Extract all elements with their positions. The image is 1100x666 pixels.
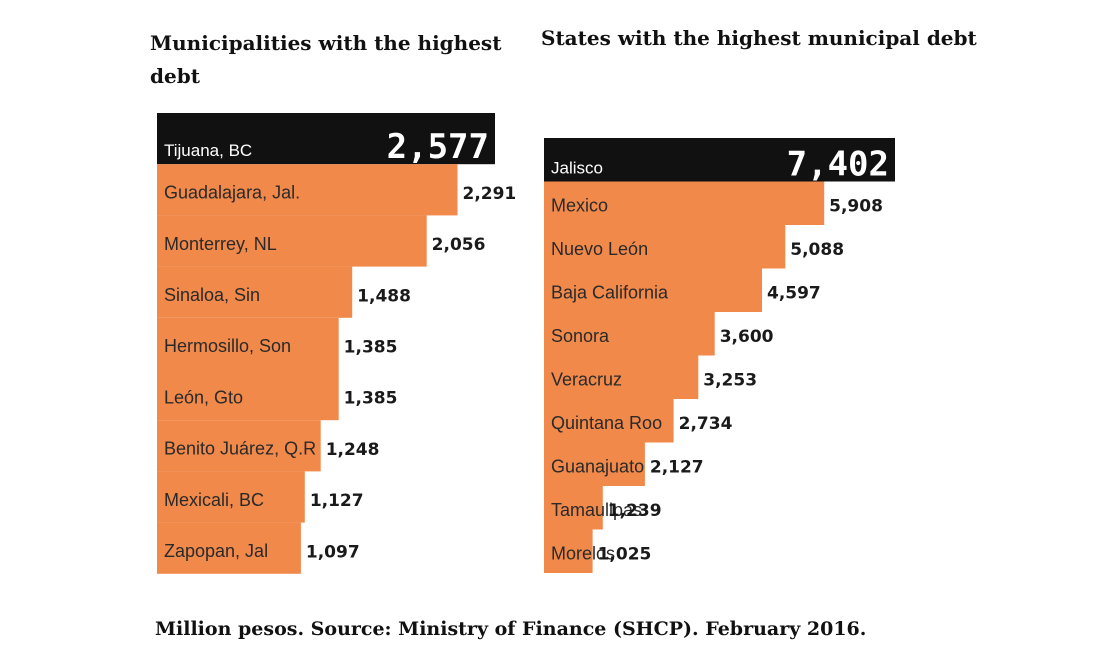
category-label: Morelos <box>551 543 615 563</box>
bar-item <box>544 312 715 356</box>
category-label: Tamaulipas <box>551 500 642 520</box>
bar-item <box>544 442 645 486</box>
value-label: 1,248 <box>326 440 380 460</box>
value-label: 2,734 <box>679 414 733 434</box>
value-label: 1,127 <box>310 491 364 511</box>
category-label: Jalisco <box>551 159 603 178</box>
value-label: 1,239 <box>608 501 662 521</box>
value-label: 7,402 <box>787 145 889 185</box>
category-label: Mexicali, BC <box>164 490 264 510</box>
bar-item <box>157 420 321 472</box>
category-label: Baja California <box>551 282 669 302</box>
value-label: 2,127 <box>650 458 704 478</box>
bar-item <box>544 225 786 269</box>
bar-item <box>157 369 339 421</box>
bar-item <box>157 522 301 574</box>
category-label: Zapopan, Jal <box>164 541 268 561</box>
category-label: Veracruz <box>551 369 622 389</box>
bar-item <box>544 355 699 399</box>
bar-highlight <box>157 113 495 165</box>
value-label: 3,253 <box>703 371 757 391</box>
category-label: Guadalajara, Jal. <box>164 183 300 203</box>
category-label: Sinaloa, Sin <box>164 285 260 305</box>
value-label: 1,025 <box>598 545 652 565</box>
municipalities-bar-chart: Tijuana, BC 2,577 Guadalajara, Jal. 2,291 Mo… <box>157 113 516 574</box>
category-label: Mexico <box>551 195 608 215</box>
category-label: Hermosillo, Son <box>164 336 291 356</box>
chart-title-states: States with the highest municipal debt <box>541 26 977 50</box>
category-label: Nuevo León <box>551 239 648 259</box>
value-label: 2,291 <box>462 184 516 204</box>
value-label: 4,597 <box>767 284 821 304</box>
category-label: Quintana Roo <box>551 413 662 433</box>
value-label: 3,600 <box>720 327 774 347</box>
value-label: 1,385 <box>344 337 398 357</box>
states-bar-chart: Jalisco 7,402 Mexico 5,908 Nuevo León 5,088 Ba… <box>544 138 895 573</box>
bar-item <box>544 486 603 530</box>
category-label: Benito Juárez, Q.R <box>164 439 316 459</box>
bar-item <box>157 471 305 523</box>
value-label: 5,908 <box>829 197 883 217</box>
bar-item <box>544 181 825 225</box>
bar-highlight <box>544 138 895 182</box>
bar-item <box>157 266 353 318</box>
bar-item <box>544 529 593 573</box>
bar-item <box>157 317 339 369</box>
value-label: 2,577 <box>387 127 489 167</box>
bar-item <box>157 215 427 267</box>
category-label: León, Gto <box>164 387 243 407</box>
value-label: 1,488 <box>357 286 411 306</box>
category-label: Guanajuato <box>551 456 644 476</box>
value-label: 1,097 <box>306 542 360 562</box>
bar-item <box>544 268 762 312</box>
category-label: Sonora <box>551 326 610 346</box>
category-label: Monterrey, NL <box>164 234 277 254</box>
value-label: 1,385 <box>344 389 398 409</box>
bar-item <box>544 399 674 443</box>
chart-title-municipalities: Municipalities with the highest debt <box>150 31 502 88</box>
bar-item <box>157 164 458 216</box>
value-label: 2,056 <box>432 235 486 255</box>
value-label: 5,088 <box>790 240 844 260</box>
category-label: Tijuana, BC <box>164 141 252 160</box>
source-note: Million pesos. Source: Ministry of Finan… <box>155 618 867 640</box>
